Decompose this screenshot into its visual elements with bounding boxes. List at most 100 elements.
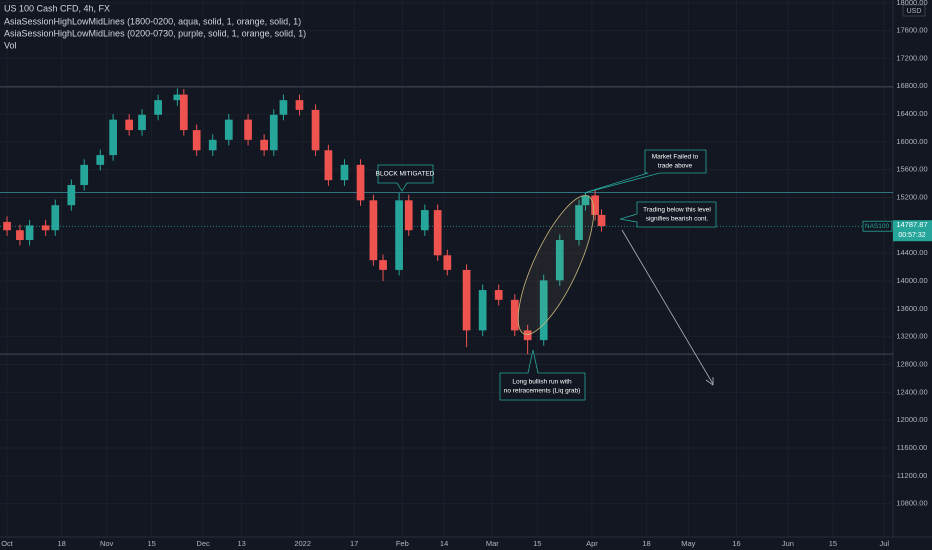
candle-body <box>125 119 134 131</box>
candle-body <box>443 255 452 270</box>
x-tick-label: 13 <box>237 539 245 548</box>
x-tick-label: Oct <box>1 539 14 548</box>
x-tick-label: 18 <box>58 539 66 548</box>
candle-body <box>208 139 217 151</box>
annotation: Long bullish run with <box>512 379 572 386</box>
candle-body <box>138 114 146 131</box>
candle-body <box>510 299 519 331</box>
annotation: BLOCK MITIGATED <box>376 171 435 178</box>
candle-body <box>67 185 76 206</box>
y-tick-label: 15200.00 <box>896 193 927 202</box>
chart-title: US 100 Cash CFD, 4h, FX <box>4 3 110 13</box>
candle-body <box>179 94 188 131</box>
plot-area <box>0 86 893 355</box>
y-tick-label: 16000.00 <box>896 137 927 146</box>
candle-body <box>539 280 548 341</box>
symbol-box <box>862 220 893 232</box>
x-tick-label: 15 <box>147 539 155 548</box>
callout: Long bullish run with no retracements (L… <box>499 349 586 401</box>
candle-body <box>224 119 233 140</box>
candle-body <box>404 200 413 231</box>
y-tick-label: 17200.00 <box>896 53 927 62</box>
arrow-head <box>705 377 714 386</box>
y-tick-label: 16800.00 <box>896 81 927 90</box>
y-tick-label: 12000.00 <box>896 415 927 424</box>
candle-body <box>260 139 268 151</box>
candle-body <box>295 100 304 110</box>
candle-body <box>340 164 349 181</box>
callout: BLOCK MITIGATED <box>376 164 435 192</box>
callout-box <box>377 164 434 192</box>
candle-body <box>433 210 442 256</box>
callout-box <box>583 149 707 194</box>
annotation: Market Failed to <box>652 154 699 161</box>
x-tick-label: Dec <box>196 539 210 548</box>
indicator-label: AsiaSessionHighLowMidLines (0200-0730, p… <box>4 28 306 38</box>
y-tick-label: 13200.00 <box>896 332 927 341</box>
candle-body <box>356 164 365 201</box>
callout-box <box>619 201 717 228</box>
candle-body <box>311 109 320 151</box>
candle-body <box>269 114 278 151</box>
highlight-ellipse <box>517 195 595 335</box>
y-tick-label: 18000.00 <box>896 0 927 7</box>
currency-label: USD <box>907 8 922 15</box>
candle-body <box>591 195 599 215</box>
x-tick-label: 18 <box>642 539 650 548</box>
annotation: trade above <box>658 163 693 170</box>
y-tick-label: 17600.00 <box>896 26 927 35</box>
candle-body <box>173 94 182 101</box>
candle-body <box>597 214 606 227</box>
candle-body <box>324 150 333 181</box>
candle-body <box>555 239 564 281</box>
candle-body <box>51 205 60 231</box>
x-tick-label: 15 <box>829 539 837 548</box>
candle-body <box>575 205 583 240</box>
y-tick-label: 12400.00 <box>896 387 927 396</box>
candle-body <box>494 290 503 300</box>
callout-box <box>499 349 586 401</box>
candle-body <box>244 119 252 140</box>
x-tick-label: Jul <box>880 539 890 548</box>
candle-body <box>109 119 117 156</box>
countdown-label: 00:57:32 <box>898 232 925 239</box>
candle-body <box>16 230 24 240</box>
candle-body <box>3 221 11 231</box>
indicator-label: Vol <box>4 40 17 50</box>
annotation: no retracements (Liq grab) <box>504 388 581 395</box>
projection-arrow <box>621 229 714 385</box>
x-tick-label: May <box>681 539 695 548</box>
candle-body <box>154 100 162 115</box>
x-tick-label: 14 <box>440 539 448 548</box>
y-tick-label: 12800.00 <box>896 359 927 368</box>
y-tick-label: 10800.00 <box>896 499 927 508</box>
candle-body <box>478 290 487 331</box>
y-tick-label: 14000.00 <box>896 276 927 285</box>
candle-body <box>192 130 201 151</box>
price-label: 14787.87 <box>896 220 927 229</box>
x-tick-label: Apr <box>586 539 598 548</box>
price-box <box>893 220 932 242</box>
x-tick-label: Jun <box>782 539 794 548</box>
y-tick-label: 14400.00 <box>896 248 927 257</box>
currency-box <box>902 4 926 17</box>
x-tick-label: 15 <box>533 539 541 548</box>
candle-body <box>279 100 288 115</box>
price-tag: NAS100 14787.87 00:57:32 <box>862 220 932 242</box>
candle-body <box>41 225 50 231</box>
x-tick-label: Feb <box>396 539 409 548</box>
candle-body <box>581 195 590 206</box>
y-tick-label: 16400.00 <box>896 109 927 118</box>
candle-body <box>420 210 429 231</box>
candle-body <box>25 225 34 240</box>
annotation: signifies bearish cont. <box>646 216 709 223</box>
candle-body <box>96 155 105 165</box>
candle-body <box>379 260 387 270</box>
candle-body <box>369 200 378 261</box>
indicator-label: AsiaSessionHighLowMidLines (1800-0200, a… <box>4 16 301 26</box>
y-tick-label: 13600.00 <box>896 304 927 313</box>
x-tick-label: 17 <box>350 539 358 548</box>
x-tick-label: Mar <box>486 539 499 548</box>
y-tick-label: 11200.00 <box>897 471 928 480</box>
y-tick-label: 11600.00 <box>897 443 928 452</box>
